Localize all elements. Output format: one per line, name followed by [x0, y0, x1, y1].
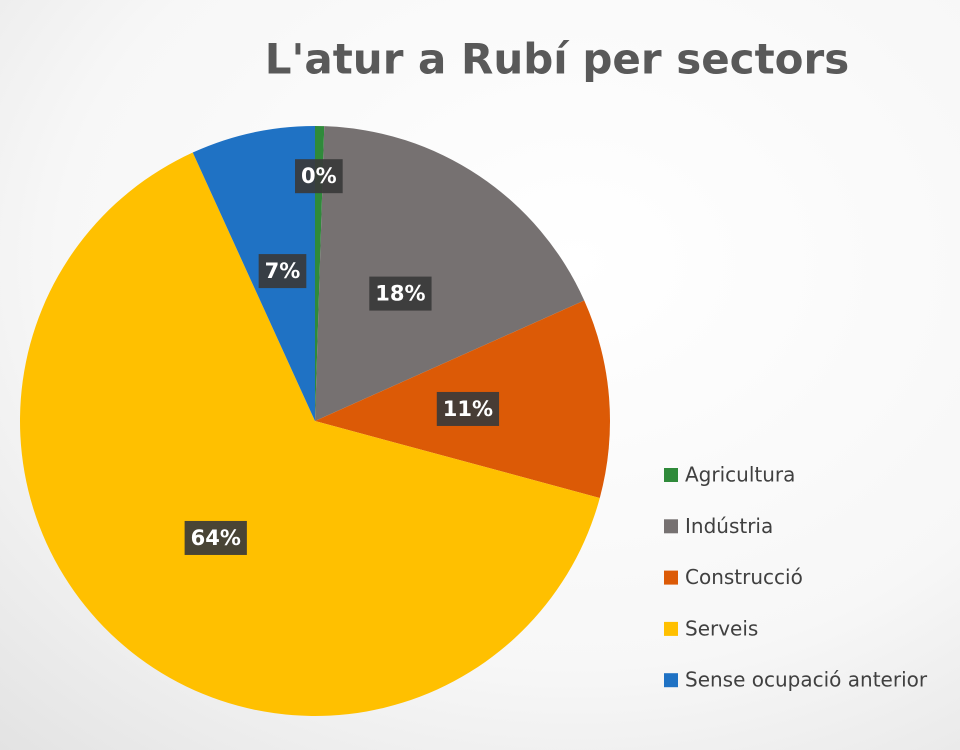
- data-label: 0%: [295, 159, 343, 194]
- data-label-text: 18%: [375, 282, 425, 306]
- data-label-box: [436, 391, 500, 426]
- data-label-box: [369, 276, 432, 311]
- data-label: 64%: [184, 520, 247, 555]
- data-label-text: 7%: [265, 259, 301, 283]
- data-label-text: 64%: [191, 526, 241, 550]
- legend-label: Serveis: [685, 616, 758, 640]
- data-label: 18%: [369, 276, 432, 311]
- data-label: 11%: [436, 391, 500, 426]
- pie-slice: [20, 152, 600, 716]
- legend-swatch: [664, 673, 678, 688]
- legend: Agricultura Indústria Construcció Serveis Se…: [664, 463, 928, 692]
- legend-label: Construcció: [685, 565, 803, 589]
- data-labels: 0% 18% 11% 64% 7%: [184, 159, 500, 555]
- pie: [20, 126, 610, 716]
- legend-swatch: [664, 468, 678, 482]
- data-label: 7%: [258, 254, 307, 289]
- data-label-box: [184, 520, 247, 555]
- legend-swatch: [664, 519, 678, 534]
- legend-swatch: [664, 621, 678, 636]
- data-label-text: 11%: [443, 397, 493, 421]
- legend-label: Indústria: [685, 514, 773, 538]
- pie-slice: [192, 126, 315, 421]
- pie-slice: [315, 126, 585, 421]
- pie-slice: [315, 126, 325, 421]
- legend-label: Sense ocupació anterior: [685, 668, 928, 692]
- data-label-box: [295, 159, 343, 194]
- legend-swatch: [664, 570, 678, 585]
- legend-label: Agricultura: [685, 463, 795, 487]
- data-label-box: [258, 254, 307, 289]
- chart-title: L'atur a Rubí per sectors: [265, 35, 849, 84]
- data-label-text: 0%: [301, 164, 337, 188]
